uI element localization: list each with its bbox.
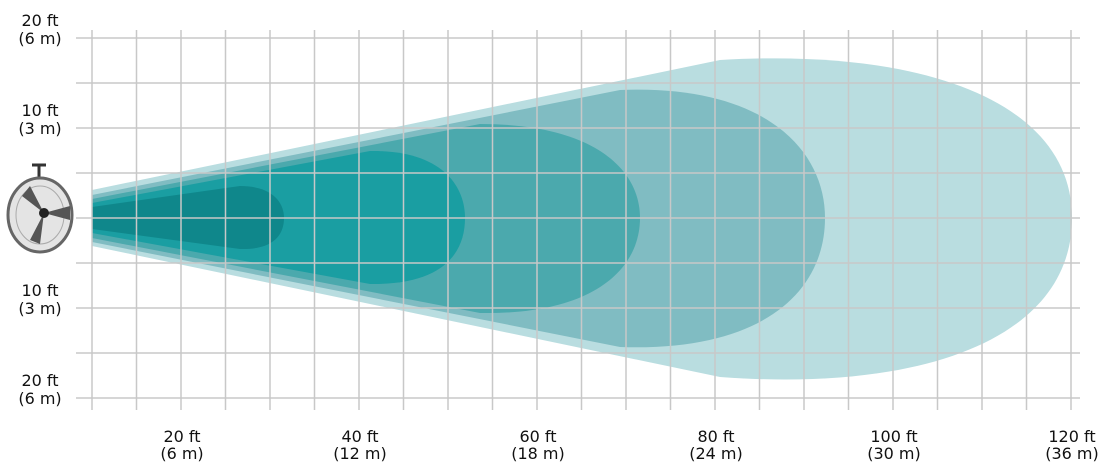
- x-label-ft: 120 ft: [1048, 427, 1095, 446]
- y-label-ft: 10 ft: [21, 101, 58, 120]
- y-label-m: (6 m): [18, 29, 61, 48]
- x-label-ft: 80 ft: [697, 427, 734, 446]
- y-label-m: (3 m): [18, 299, 61, 318]
- y-label-ft: 10 ft: [21, 281, 58, 300]
- y-label-ft: 20 ft: [21, 11, 58, 30]
- x-label-m: (24 m): [689, 444, 743, 463]
- fan-icon: [6, 163, 74, 254]
- y-label-ft: 20 ft: [21, 371, 58, 390]
- x-label-m: (18 m): [511, 444, 565, 463]
- y-label-m: (3 m): [18, 119, 61, 138]
- y-label-m: (6 m): [18, 389, 61, 408]
- x-label-m: (30 m): [867, 444, 921, 463]
- x-label-ft: 20 ft: [163, 427, 200, 446]
- x-label-ft: 60 ft: [519, 427, 556, 446]
- axis-labels: 20 ft(6 m)10 ft(3 m)10 ft(3 m)20 ft(6 m)…: [18, 11, 1098, 463]
- x-label-m: (6 m): [160, 444, 203, 463]
- x-label-ft: 40 ft: [341, 427, 378, 446]
- grid: [76, 30, 1080, 410]
- x-label-ft: 100 ft: [870, 427, 917, 446]
- x-label-m: (12 m): [333, 444, 387, 463]
- x-label-m: (36 m): [1045, 444, 1099, 463]
